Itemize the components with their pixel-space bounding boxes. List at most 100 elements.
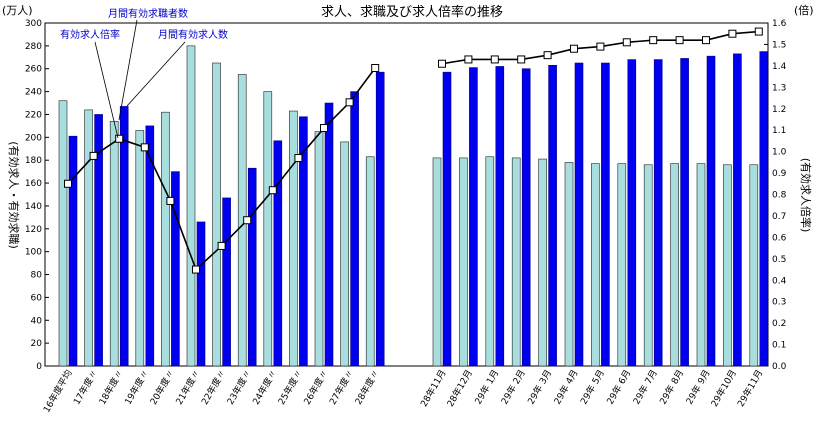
plot-area: 0 20 40 60 80 100 120 140 160 180 200 220 240 260 280 3… bbox=[25, 7, 787, 415]
annotation-job-seekers: 月間有効求職者数 bbox=[108, 7, 188, 20]
bar-job-seekers bbox=[135, 130, 145, 367]
ratio-marker bbox=[464, 55, 473, 64]
left-tick-label: 0 bbox=[36, 362, 42, 372]
bar-job-seekers bbox=[670, 163, 679, 367]
x-tick-label: 18年度〃 bbox=[96, 368, 126, 407]
bar-job-offers bbox=[706, 55, 716, 367]
bar-job-offers bbox=[521, 68, 531, 367]
ratio-marker bbox=[320, 124, 328, 133]
right-tick-label: 1.3 bbox=[772, 83, 786, 93]
ratio-marker bbox=[371, 64, 380, 73]
ratio-marker bbox=[243, 216, 252, 225]
left-tick-label: 100 bbox=[25, 248, 42, 258]
bar-job-offers bbox=[548, 65, 557, 367]
bar-job-seekers bbox=[365, 156, 375, 367]
ratio-marker bbox=[543, 51, 552, 60]
x-tick-label: 29年 5月 bbox=[578, 368, 607, 407]
left-tick-label: 20 bbox=[31, 339, 43, 349]
callout-line-job-offers bbox=[126, 41, 186, 107]
left-tick-label: 240 bbox=[25, 88, 42, 98]
x-tick-label: 28年12月 bbox=[444, 368, 475, 409]
left-tick-label: 60 bbox=[31, 293, 43, 303]
bar-job-offers bbox=[601, 62, 610, 367]
left-tick-label: 120 bbox=[25, 225, 42, 235]
x-tick-label: 29年 7月 bbox=[630, 368, 659, 407]
right-tick-label: 0.6 bbox=[772, 233, 787, 243]
ratio-marker bbox=[294, 154, 303, 163]
bar-job-offers bbox=[350, 91, 359, 367]
bar-job-offers bbox=[442, 71, 452, 367]
right-axis-unit: (倍) bbox=[794, 3, 814, 17]
ratio-marker bbox=[140, 143, 149, 152]
left-tick-label: 160 bbox=[25, 179, 42, 189]
right-tick-label: 1.4 bbox=[772, 62, 787, 72]
bar-job-offers bbox=[145, 125, 155, 367]
ratio-marker bbox=[596, 42, 605, 51]
bar-job-seekers bbox=[289, 110, 298, 367]
bar-job-seekers bbox=[340, 141, 349, 367]
bar-job-offers bbox=[574, 62, 584, 367]
left-axis-unit: (万人) bbox=[2, 4, 33, 17]
ratio-marker bbox=[192, 265, 200, 274]
ratio-marker bbox=[64, 179, 72, 188]
annotation-ratio: 有効求人倍率 bbox=[60, 28, 120, 41]
ratio-marker bbox=[268, 186, 277, 195]
left-tick-label: 80 bbox=[31, 271, 43, 281]
ratio-marker bbox=[490, 55, 499, 64]
ratio-marker bbox=[570, 44, 578, 53]
x-tick-label: 27年度〃 bbox=[327, 368, 357, 407]
bar-job-seekers bbox=[617, 163, 627, 367]
x-tick-label: 17年度〃 bbox=[71, 368, 101, 407]
bar-job-seekers bbox=[314, 131, 324, 367]
bar-job-seekers bbox=[723, 164, 732, 367]
bar-job-seekers bbox=[485, 156, 495, 367]
right-tick-label: 1.5 bbox=[772, 40, 786, 50]
callout-line-job-seekers bbox=[118, 19, 138, 121]
right-tick-label: 0.9 bbox=[772, 169, 787, 179]
right-tick-label: 1.2 bbox=[772, 105, 786, 115]
ratio-marker bbox=[675, 36, 684, 45]
bar-job-seekers bbox=[109, 121, 119, 367]
bar-job-seekers bbox=[749, 164, 759, 367]
left-tick-label: 260 bbox=[25, 65, 42, 75]
bar-job-offers bbox=[273, 140, 283, 367]
bar-job-offers bbox=[119, 106, 129, 367]
bar-job-seekers bbox=[696, 163, 706, 367]
right-tick-label: 1.0 bbox=[772, 148, 787, 158]
bar-job-seekers bbox=[58, 100, 68, 367]
x-tick-label: 25年度〃 bbox=[275, 368, 305, 407]
bar-job-offers bbox=[196, 221, 206, 367]
bar-job-offers bbox=[222, 197, 231, 367]
ratio-marker bbox=[622, 38, 631, 47]
x-tick-label: 21年度〃 bbox=[173, 368, 203, 407]
bar-job-offers bbox=[733, 53, 742, 367]
callout-line-ratio bbox=[94, 41, 119, 139]
right-tick-label: 0.0 bbox=[772, 362, 787, 372]
x-tick-label: 29年 3月 bbox=[525, 368, 554, 407]
x-tick-label: 26年度〃 bbox=[301, 368, 331, 407]
bar-job-seekers bbox=[564, 162, 574, 367]
x-tick-label: 29年 2月 bbox=[498, 368, 527, 407]
right-tick-label: 0.7 bbox=[772, 212, 786, 222]
bar-job-offers bbox=[324, 102, 334, 367]
x-tick-label: 28年度〃 bbox=[352, 368, 382, 407]
left-tick-label: 200 bbox=[25, 133, 42, 143]
x-tick-label: 29年 8月 bbox=[657, 368, 686, 407]
bar-job-seekers bbox=[161, 111, 170, 367]
bar-job-offers bbox=[299, 116, 308, 367]
x-tick-label: 29年 6月 bbox=[604, 368, 633, 407]
ratio-marker bbox=[89, 151, 98, 160]
bar-job-seekers bbox=[432, 157, 442, 367]
bar-job-offers bbox=[627, 59, 637, 367]
bar-job-seekers bbox=[186, 45, 196, 367]
x-tick-label: 29年 1月 bbox=[472, 368, 501, 407]
bar-job-seekers bbox=[591, 163, 600, 367]
x-tick-label: 19年度〃 bbox=[122, 368, 152, 407]
left-axis-label: (有効求人・有効求職) bbox=[7, 141, 21, 249]
ratio-marker bbox=[438, 59, 446, 68]
ratio-marker bbox=[649, 36, 658, 45]
bar-job-offers bbox=[68, 135, 78, 367]
chart-title: 求人、求職及び求人倍率の推移 bbox=[321, 4, 503, 20]
left-tick-label: 40 bbox=[31, 316, 43, 326]
x-tick-label: 29年 4月 bbox=[551, 368, 580, 407]
